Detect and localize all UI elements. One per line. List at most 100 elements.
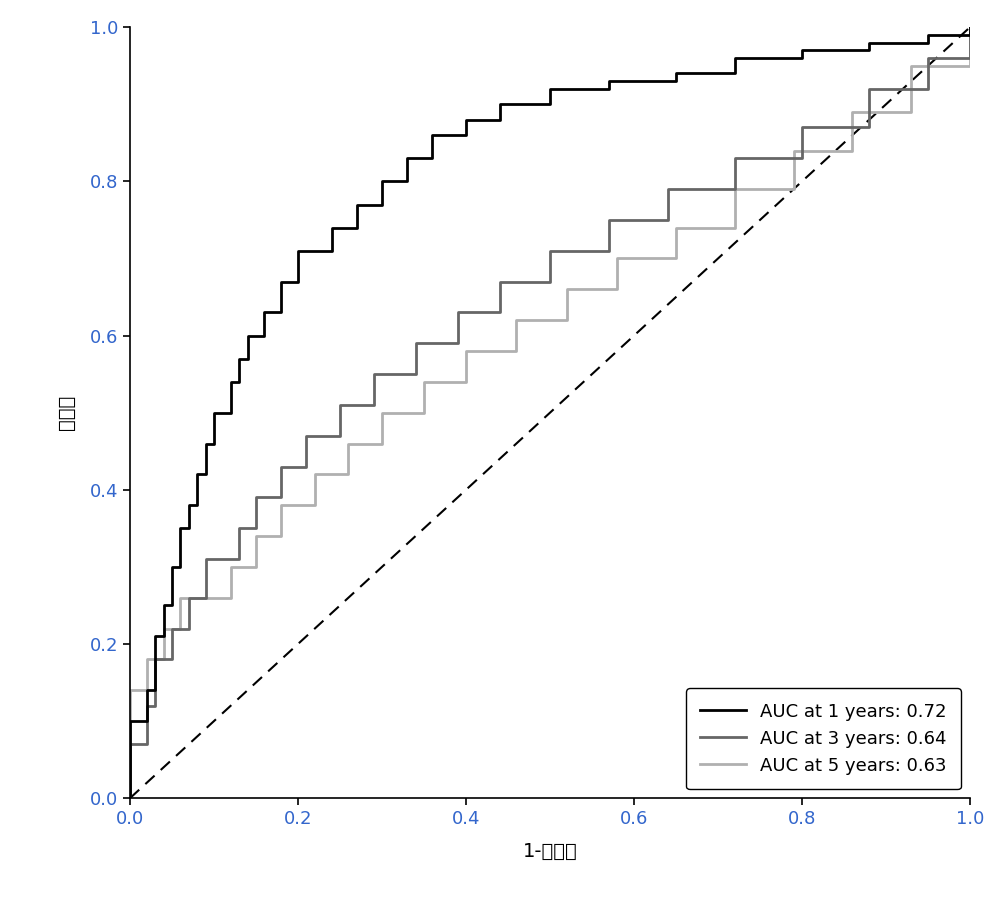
AUC at 5 years: 0.63: (0.79, 0.84): 0.63: (0.79, 0.84) (788, 145, 800, 156)
AUC at 3 years: 0.64: (0.02, 0.07): 0.64: (0.02, 0.07) (141, 738, 153, 749)
Line: AUC at 3 years: 0.64: AUC at 3 years: 0.64 (130, 27, 970, 798)
AUC at 5 years: 0.63: (0.12, 0.3): 0.63: (0.12, 0.3) (225, 561, 237, 572)
AUC at 5 years: 0.63: (0.46, 0.62): 0.63: (0.46, 0.62) (510, 315, 522, 326)
AUC at 1 years: 0.72: (0.44, 0.9): 0.72: (0.44, 0.9) (494, 99, 506, 110)
AUC at 3 years: 0.64: (0.18, 0.43): 0.64: (0.18, 0.43) (275, 462, 287, 473)
Y-axis label: 敏感性: 敏感性 (57, 395, 76, 430)
AUC at 5 years: 0.63: (0.3, 0.5): 0.63: (0.3, 0.5) (376, 407, 388, 418)
AUC at 3 years: 0.64: (0.5, 0.71): 0.64: (0.5, 0.71) (544, 246, 556, 257)
AUC at 1 years: 0.72: (0.1, 0.5): 0.72: (0.1, 0.5) (208, 407, 220, 418)
AUC at 5 years: 0.63: (0.22, 0.42): 0.63: (0.22, 0.42) (309, 469, 321, 480)
AUC at 3 years: 0.64: (0, 0): 0.64: (0, 0) (124, 793, 136, 804)
AUC at 1 years: 0.72: (0.72, 0.96): 0.72: (0.72, 0.96) (729, 53, 741, 63)
AUC at 5 years: 0.63: (0.4, 0.58): 0.63: (0.4, 0.58) (460, 346, 472, 356)
AUC at 1 years: 0.72: (0.09, 0.46): 0.72: (0.09, 0.46) (200, 438, 212, 449)
AUC at 3 years: 0.64: (0.15, 0.39): 0.64: (0.15, 0.39) (250, 492, 262, 502)
AUC at 3 years: 0.64: (0.88, 0.92): 0.64: (0.88, 0.92) (863, 83, 875, 94)
AUC at 1 years: 0.72: (0, 0.1): 0.72: (0, 0.1) (124, 716, 136, 727)
AUC at 5 years: 0.63: (0.06, 0.22): 0.63: (0.06, 0.22) (174, 623, 186, 634)
Line: AUC at 1 years: 0.72: AUC at 1 years: 0.72 (130, 27, 970, 798)
AUC at 1 years: 0.72: (0.8, 0.97): 0.72: (0.8, 0.97) (796, 45, 808, 56)
AUC at 3 years: 0.64: (1, 1): 0.64: (1, 1) (964, 22, 976, 33)
AUC at 3 years: 0.64: (0.02, 0.12): 0.64: (0.02, 0.12) (141, 700, 153, 711)
AUC at 3 years: 0.64: (0.07, 0.22): 0.64: (0.07, 0.22) (183, 623, 195, 634)
AUC at 3 years: 0.64: (0.11, 0.31): 0.64: (0.11, 0.31) (216, 553, 228, 564)
AUC at 5 years: 0.63: (0.58, 0.7): 0.63: (0.58, 0.7) (611, 253, 623, 264)
AUC at 3 years: 0.64: (0.57, 0.75): 0.64: (0.57, 0.75) (603, 214, 615, 225)
AUC at 1 years: 0.72: (0.88, 0.98): 0.72: (0.88, 0.98) (863, 37, 875, 48)
AUC at 3 years: 0.64: (0.09, 0.26): 0.64: (0.09, 0.26) (200, 592, 212, 603)
AUC at 3 years: 0.64: (0.21, 0.47): 0.64: (0.21, 0.47) (300, 431, 312, 442)
AUC at 3 years: 0.64: (0, 0.07): 0.64: (0, 0.07) (124, 738, 136, 749)
AUC at 1 years: 0.72: (0.06, 0.3): 0.72: (0.06, 0.3) (174, 561, 186, 572)
AUC at 1 years: 0.72: (0.04, 0.25): 0.72: (0.04, 0.25) (158, 600, 170, 611)
AUC at 3 years: 0.64: (0.8, 0.87): 0.64: (0.8, 0.87) (796, 122, 808, 132)
AUC at 1 years: 0.72: (0.12, 0.54): 0.72: (0.12, 0.54) (225, 376, 237, 387)
AUC at 1 years: 0.72: (0.27, 0.77): 0.72: (0.27, 0.77) (351, 200, 363, 210)
AUC at 3 years: 0.64: (0.07, 0.26): 0.64: (0.07, 0.26) (183, 592, 195, 603)
AUC at 3 years: 0.64: (0.39, 0.63): 0.64: (0.39, 0.63) (452, 307, 464, 318)
AUC at 5 years: 0.63: (0.09, 0.26): 0.63: (0.09, 0.26) (200, 592, 212, 603)
AUC at 1 years: 0.72: (0.4, 0.88): 0.72: (0.4, 0.88) (460, 114, 472, 125)
AUC at 1 years: 0.72: (0.1, 0.46): 0.72: (0.1, 0.46) (208, 438, 220, 449)
AUC at 5 years: 0.63: (0, 0.14): 0.63: (0, 0.14) (124, 685, 136, 696)
AUC at 1 years: 0.72: (0.5, 0.92): 0.72: (0.5, 0.92) (544, 83, 556, 94)
AUC at 3 years: 0.64: (0.29, 0.55): 0.64: (0.29, 0.55) (368, 369, 380, 380)
AUC at 3 years: 0.64: (0.03, 0.12): 0.64: (0.03, 0.12) (149, 700, 161, 711)
AUC at 3 years: 0.64: (0.72, 0.83): 0.64: (0.72, 0.83) (729, 153, 741, 164)
AUC at 5 years: 0.63: (0.86, 0.89): 0.63: (0.86, 0.89) (846, 106, 858, 117)
AUC at 1 years: 0.72: (0.02, 0.1): 0.72: (0.02, 0.1) (141, 716, 153, 727)
AUC at 3 years: 0.64: (0.13, 0.35): 0.64: (0.13, 0.35) (233, 522, 245, 533)
AUC at 5 years: 0.63: (0.02, 0.14): 0.63: (0.02, 0.14) (141, 685, 153, 696)
AUC at 1 years: 0.72: (0.03, 0.14): 0.72: (0.03, 0.14) (149, 685, 161, 696)
AUC at 3 years: 0.64: (0.34, 0.59): 0.64: (0.34, 0.59) (410, 338, 422, 349)
AUC at 1 years: 0.72: (0.36, 0.86): 0.72: (0.36, 0.86) (426, 130, 438, 141)
AUC at 1 years: 0.72: (0.65, 0.94): 0.72: (0.65, 0.94) (670, 68, 682, 79)
AUC at 1 years: 0.72: (0.08, 0.38): 0.72: (0.08, 0.38) (191, 500, 203, 511)
AUC at 1 years: 0.72: (0.14, 0.6): 0.72: (0.14, 0.6) (242, 330, 254, 341)
AUC at 3 years: 0.64: (0.95, 0.96): 0.64: (0.95, 0.96) (922, 53, 934, 63)
AUC at 5 years: 0.63: (0.52, 0.66): 0.63: (0.52, 0.66) (561, 284, 573, 295)
AUC at 5 years: 0.63: (0.35, 0.54): 0.63: (0.35, 0.54) (418, 376, 430, 387)
AUC at 5 years: 0.63: (0.93, 0.95): 0.63: (0.93, 0.95) (905, 60, 917, 72)
AUC at 1 years: 0.72: (0.13, 0.57): 0.72: (0.13, 0.57) (233, 354, 245, 365)
AUC at 1 years: 0.72: (0.2, 0.71): 0.72: (0.2, 0.71) (292, 246, 304, 257)
AUC at 1 years: 0.72: (0.16, 0.63): 0.72: (0.16, 0.63) (258, 307, 270, 318)
AUC at 5 years: 0.63: (0.06, 0.26): 0.63: (0.06, 0.26) (174, 592, 186, 603)
AUC at 5 years: 0.63: (0.18, 0.38): 0.63: (0.18, 0.38) (275, 500, 287, 511)
AUC at 3 years: 0.64: (0.05, 0.22): 0.64: (0.05, 0.22) (166, 623, 178, 634)
AUC at 1 years: 0.72: (1, 1): 0.72: (1, 1) (964, 22, 976, 33)
AUC at 1 years: 0.72: (0.05, 0.25): 0.72: (0.05, 0.25) (166, 600, 178, 611)
AUC at 5 years: 0.63: (1, 1): 0.63: (1, 1) (964, 22, 976, 33)
AUC at 5 years: 0.63: (0.15, 0.34): 0.63: (0.15, 0.34) (250, 531, 262, 541)
AUC at 1 years: 0.72: (0.95, 0.99): 0.72: (0.95, 0.99) (922, 30, 934, 41)
AUC at 1 years: 0.72: (0.07, 0.38): 0.72: (0.07, 0.38) (183, 500, 195, 511)
AUC at 1 years: 0.72: (0.24, 0.74): 0.72: (0.24, 0.74) (326, 222, 338, 233)
AUC at 3 years: 0.64: (0.64, 0.79): 0.64: (0.64, 0.79) (662, 183, 674, 195)
AUC at 5 years: 0.63: (0.65, 0.74): 0.63: (0.65, 0.74) (670, 222, 682, 233)
AUC at 1 years: 0.72: (0.11, 0.5): 0.72: (0.11, 0.5) (216, 407, 228, 418)
AUC at 1 years: 0.72: (0.02, 0.14): 0.72: (0.02, 0.14) (141, 685, 153, 696)
Line: AUC at 5 years: 0.63: AUC at 5 years: 0.63 (130, 27, 970, 798)
AUC at 5 years: 0.63: (0.26, 0.46): 0.63: (0.26, 0.46) (342, 438, 354, 449)
AUC at 1 years: 0.72: (0.09, 0.42): 0.72: (0.09, 0.42) (200, 469, 212, 480)
AUC at 1 years: 0.72: (0.08, 0.42): 0.72: (0.08, 0.42) (191, 469, 203, 480)
AUC at 1 years: 0.72: (0.18, 0.67): 0.72: (0.18, 0.67) (275, 276, 287, 287)
AUC at 1 years: 0.72: (0, 0): 0.72: (0, 0) (124, 793, 136, 804)
AUC at 5 years: 0.63: (0.02, 0.18): 0.63: (0.02, 0.18) (141, 654, 153, 665)
X-axis label: 1-特异性: 1-特异性 (523, 842, 577, 861)
AUC at 1 years: 0.72: (0.07, 0.35): 0.72: (0.07, 0.35) (183, 522, 195, 533)
AUC at 1 years: 0.72: (0.05, 0.3): 0.72: (0.05, 0.3) (166, 561, 178, 572)
AUC at 3 years: 0.64: (0.03, 0.18): 0.64: (0.03, 0.18) (149, 654, 161, 665)
AUC at 3 years: 0.64: (0.44, 0.67): 0.64: (0.44, 0.67) (494, 276, 506, 287)
AUC at 1 years: 0.72: (0.06, 0.35): 0.72: (0.06, 0.35) (174, 522, 186, 533)
AUC at 5 years: 0.63: (0.04, 0.18): 0.63: (0.04, 0.18) (158, 654, 170, 665)
AUC at 1 years: 0.72: (0.57, 0.93): 0.72: (0.57, 0.93) (603, 76, 615, 87)
Legend: AUC at 1 years: 0.72, AUC at 3 years: 0.64, AUC at 5 years: 0.63: AUC at 1 years: 0.72, AUC at 3 years: 0.… (686, 688, 961, 789)
AUC at 5 years: 0.63: (0, 0): 0.63: (0, 0) (124, 793, 136, 804)
AUC at 3 years: 0.64: (0.25, 0.51): 0.64: (0.25, 0.51) (334, 400, 346, 411)
AUC at 5 years: 0.63: (0.04, 0.22): 0.63: (0.04, 0.22) (158, 623, 170, 634)
AUC at 1 years: 0.72: (0.04, 0.21): 0.72: (0.04, 0.21) (158, 631, 170, 642)
AUC at 3 years: 0.64: (0.05, 0.18): 0.64: (0.05, 0.18) (166, 654, 178, 665)
AUC at 1 years: 0.72: (0.03, 0.21): 0.72: (0.03, 0.21) (149, 631, 161, 642)
